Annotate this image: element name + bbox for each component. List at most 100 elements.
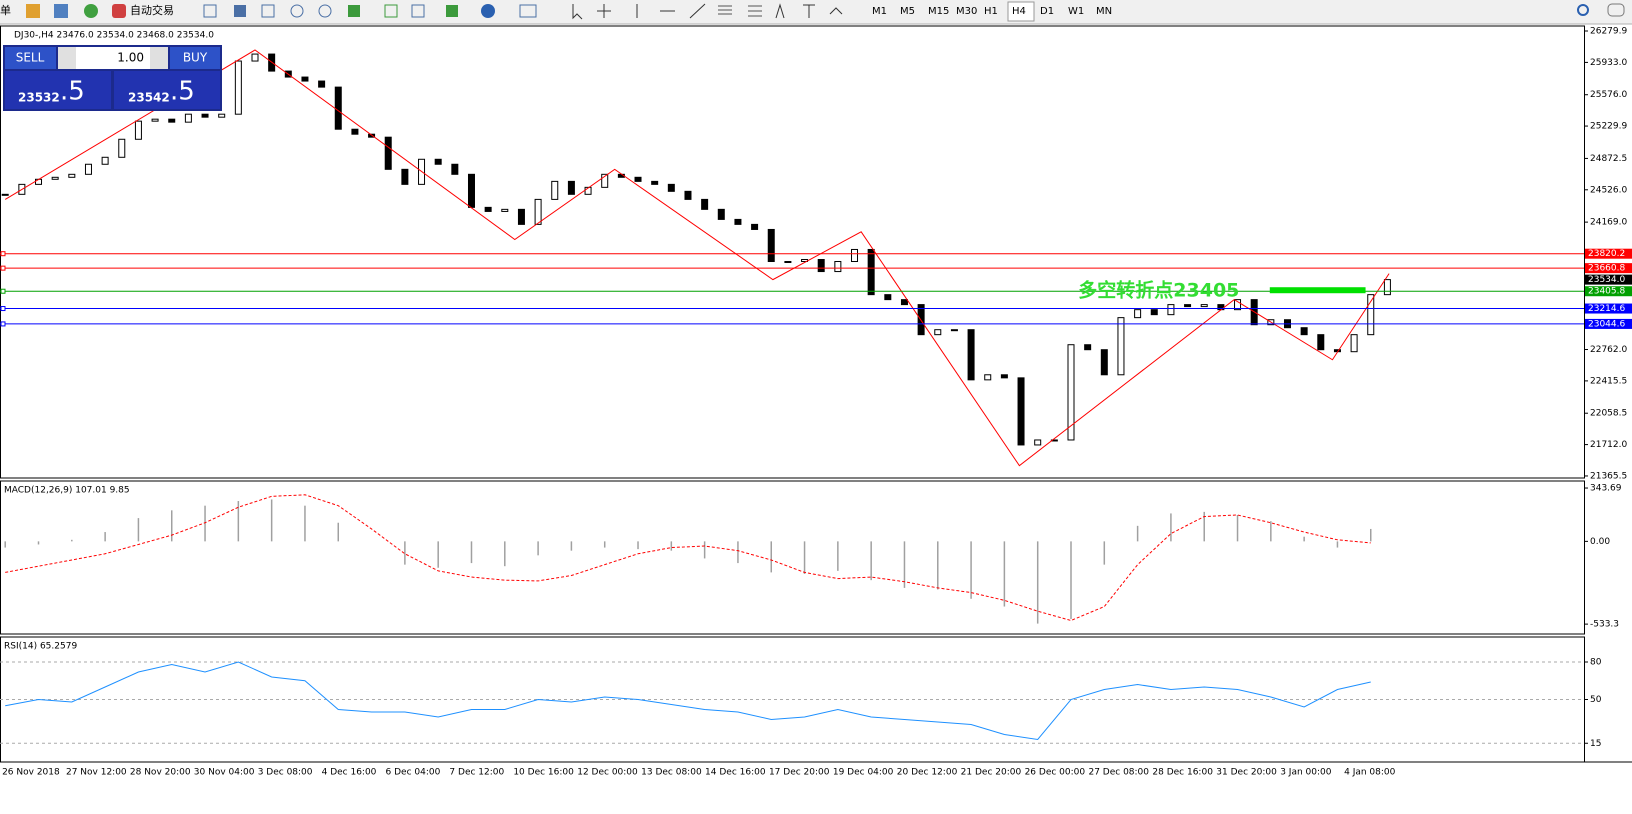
sell-label[interactable]: SELL	[16, 51, 45, 65]
candle-body	[51, 176, 59, 180]
x-tick-label: 31 Dec 20:00	[1216, 768, 1277, 778]
icon[interactable]	[446, 5, 458, 17]
auto-trading[interactable]: 自动交易	[130, 3, 174, 17]
y-tick-label: 50	[1590, 695, 1602, 705]
ask-box[interactable]	[114, 71, 220, 109]
lots-value[interactable]: 1.00	[117, 51, 144, 65]
candle-body	[467, 173, 475, 208]
icon[interactable]	[203, 4, 217, 18]
buy-button[interactable]	[170, 47, 220, 69]
y-tick-label: 21712.0	[1590, 440, 1627, 450]
bid-box[interactable]	[5, 71, 111, 109]
bid-main[interactable]: 23532	[18, 91, 60, 105]
timeframe-button[interactable]: M1	[872, 6, 887, 17]
chat-icon[interactable]	[1607, 3, 1625, 17]
icon[interactable]	[519, 4, 537, 18]
lots-field[interactable]	[58, 47, 168, 69]
icon[interactable]	[26, 4, 40, 18]
level-label: 23660.8	[1588, 264, 1625, 274]
icon[interactable]	[54, 4, 68, 18]
icon[interactable]	[829, 7, 843, 15]
icon[interactable]	[261, 4, 275, 18]
timeframe-button[interactable]: MN	[1096, 6, 1112, 17]
search-icon[interactable]	[1577, 4, 1589, 16]
level-label: 23534.0	[1588, 275, 1625, 285]
y-tick-label: 22058.5	[1590, 409, 1627, 419]
candle-body	[984, 374, 992, 381]
level-handle	[0, 251, 6, 257]
candle-body	[601, 173, 609, 188]
icon[interactable]	[318, 4, 332, 18]
candle-body	[634, 176, 642, 182]
candle-body	[834, 261, 842, 273]
candle-body	[1350, 334, 1358, 353]
y-tick-label: 343.69	[1590, 484, 1622, 494]
icon[interactable]	[290, 4, 304, 18]
candle-body	[151, 118, 159, 122]
y-tick-label: 15	[1590, 739, 1601, 749]
candle-body	[184, 113, 192, 123]
level-label-bg	[1585, 318, 1632, 329]
candle-body	[867, 248, 875, 296]
bid-frac[interactable]: .5	[60, 77, 85, 107]
candle-body	[934, 329, 942, 336]
y-tick-label: 22762.0	[1590, 345, 1627, 355]
candle-body	[334, 86, 342, 130]
candle-body	[1150, 309, 1158, 316]
icon[interactable]	[84, 4, 98, 18]
icon[interactable]	[481, 4, 495, 18]
icon[interactable]	[597, 4, 611, 18]
buy-label[interactable]: BUY	[183, 51, 208, 65]
icon[interactable]	[234, 5, 246, 17]
trade-panel: SELL 1.00 BUY 23532 .5 23542 .5	[3, 45, 222, 111]
timeframe-button[interactable]: H4	[1012, 6, 1026, 17]
icon[interactable]	[411, 4, 425, 18]
candle-body	[517, 208, 525, 225]
timeframe-button[interactable]: M30	[956, 6, 977, 17]
lots-up[interactable]	[150, 47, 168, 69]
ask-frac[interactable]: .5	[170, 77, 195, 107]
candle-body	[484, 206, 492, 212]
candle-body	[218, 113, 226, 118]
candle-body	[1367, 294, 1375, 336]
candle-body	[84, 163, 92, 175]
annotation: 多空转折点23405	[1078, 279, 1239, 302]
level-label-bg	[1585, 248, 1632, 259]
icon[interactable]	[348, 5, 360, 17]
y-tick-label: 24169.0	[1590, 218, 1627, 228]
candle-body	[368, 133, 376, 138]
candle-body	[1117, 317, 1125, 376]
icon[interactable]	[636, 3, 706, 19]
icon[interactable]	[112, 4, 126, 18]
x-tick-label: 28 Dec 16:00	[1152, 768, 1213, 778]
panel-title: MACD(12,26,9) 107.01 9.85	[4, 486, 130, 496]
level-label: 23044.6	[1588, 319, 1625, 329]
lots-down[interactable]	[58, 47, 76, 69]
candle-body	[1234, 299, 1242, 311]
candle-body	[1167, 304, 1175, 316]
x-tick-label: 4 Jan 08:00	[1344, 768, 1396, 778]
candle-body	[950, 329, 958, 332]
y-tick-label: 0.00	[1590, 537, 1610, 547]
timeframe-button[interactable]: D1	[1040, 6, 1054, 17]
timeframe-button[interactable]: H1	[984, 6, 998, 17]
x-tick-label: 27 Nov 12:00	[66, 768, 127, 778]
icon[interactable]	[775, 3, 815, 19]
toolbar-item[interactable]: 单	[0, 4, 11, 17]
sell-button[interactable]	[5, 47, 56, 69]
ask-main[interactable]: 23542	[128, 91, 170, 105]
timeframe-button[interactable]: M15	[928, 6, 949, 17]
timeframe-button[interactable]: M5	[900, 6, 915, 17]
icon[interactable]	[718, 5, 762, 17]
macd-signal	[5, 494, 1371, 622]
icon[interactable]	[572, 4, 583, 20]
y-tick-label: 21365.5	[1590, 471, 1627, 481]
candle-body	[251, 53, 259, 62]
x-tick-label: 12 Dec 00:00	[577, 768, 638, 778]
y-tick-label: 24526.0	[1590, 185, 1627, 195]
timeframe-button[interactable]: W1	[1068, 6, 1084, 17]
x-tick-label: 3 Jan 00:00	[1280, 768, 1332, 778]
x-tick-label: 21 Dec 20:00	[961, 768, 1022, 778]
icon[interactable]	[384, 4, 398, 18]
candle-body	[1300, 327, 1308, 336]
